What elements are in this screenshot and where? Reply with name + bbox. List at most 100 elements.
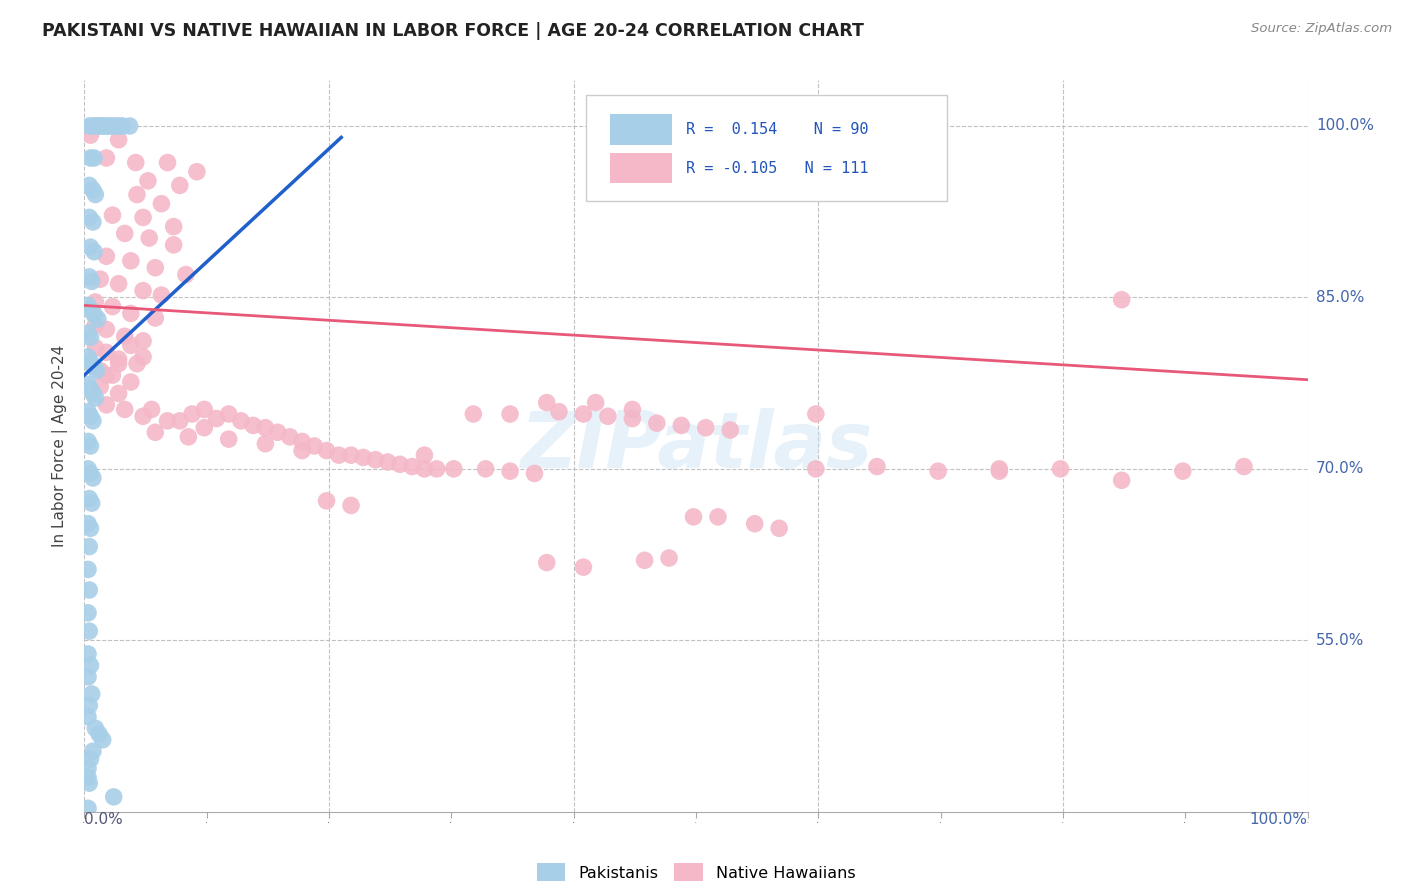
Point [658, 551, 681, 566]
Point [633, 553, 655, 567]
Point [77, 516, 100, 531]
Point [82, 359, 104, 373]
Point [804, 407, 827, 421]
Text: 70.0%: 70.0% [1316, 461, 1364, 476]
Point [86, 363, 108, 377]
Point [205, 411, 228, 425]
Point [143, 425, 166, 440]
Point [377, 455, 399, 469]
Point [89, 379, 111, 393]
Point [572, 560, 595, 574]
Point [120, 338, 142, 352]
Point [87, 312, 110, 326]
Point [82, 386, 104, 401]
Point [84, 721, 107, 735]
Point [132, 211, 155, 225]
Point [98, 119, 121, 133]
Point [101, 368, 124, 383]
Point [89, 119, 111, 133]
Point [80, 496, 103, 510]
Text: 100.0%: 100.0% [1316, 119, 1374, 134]
Point [77, 698, 100, 713]
Point [169, 178, 191, 193]
Point [77, 178, 100, 193]
Point [163, 219, 186, 234]
Point [1233, 459, 1256, 474]
Point [79, 240, 101, 254]
FancyBboxPatch shape [586, 95, 946, 201]
Point [79, 521, 101, 535]
Text: R =  0.154    N = 90: R = 0.154 N = 90 [686, 122, 869, 136]
Point [89, 272, 111, 286]
Point [79, 354, 101, 368]
Point [83, 151, 105, 165]
Point [107, 352, 129, 367]
Point [87, 727, 110, 741]
Point [79, 658, 101, 673]
Point [186, 165, 208, 179]
Point [645, 416, 668, 430]
Point [401, 459, 423, 474]
Point [291, 434, 314, 449]
Point [804, 462, 827, 476]
Text: PAKISTANI VS NATIVE HAWAIIAN IN LABOR FORCE | AGE 20-24 CORRELATION CHART: PAKISTANI VS NATIVE HAWAIIAN IN LABOR FO… [42, 22, 865, 40]
Point [621, 402, 644, 417]
Point [328, 448, 350, 462]
Point [132, 284, 155, 298]
Point [114, 402, 136, 417]
Text: ZIPatlas: ZIPatlas [520, 408, 872, 484]
FancyBboxPatch shape [610, 114, 672, 145]
Point [125, 357, 148, 371]
Point [82, 471, 104, 485]
Point [443, 462, 465, 476]
Point [77, 606, 100, 620]
Point [82, 215, 104, 229]
Point [523, 467, 546, 481]
Point [254, 436, 277, 450]
Point [988, 462, 1011, 476]
Point [193, 402, 215, 417]
Point [79, 752, 101, 766]
Point [181, 407, 204, 421]
Point [101, 208, 124, 222]
Point [132, 350, 155, 364]
Point [91, 732, 114, 747]
Point [352, 450, 374, 465]
Point [143, 311, 166, 326]
Point [77, 710, 100, 724]
Point [132, 334, 155, 348]
Point [84, 187, 107, 202]
Point [266, 425, 288, 440]
Point [80, 813, 103, 827]
Text: R = -0.105   N = 111: R = -0.105 N = 111 [686, 161, 869, 176]
Point [707, 509, 730, 524]
Point [413, 462, 436, 476]
Point [91, 119, 114, 133]
Point [242, 418, 264, 433]
Point [84, 119, 107, 133]
Point [107, 133, 129, 147]
Point [218, 407, 240, 421]
Point [77, 540, 100, 554]
Point [866, 459, 889, 474]
Point [254, 421, 277, 435]
Text: 0.0%: 0.0% [84, 812, 124, 827]
Point [77, 624, 100, 639]
Point [79, 330, 101, 344]
Point [1049, 462, 1071, 476]
Point [82, 183, 104, 197]
Point [77, 491, 100, 506]
Point [82, 744, 104, 758]
Point [695, 421, 717, 435]
Point [105, 119, 128, 133]
Point [87, 119, 110, 133]
Point [132, 409, 155, 424]
Point [77, 761, 100, 775]
Point [84, 295, 107, 310]
Point [671, 418, 693, 433]
Point [218, 432, 240, 446]
Point [107, 277, 129, 291]
Point [96, 322, 118, 336]
Point [136, 174, 159, 188]
Point [682, 509, 704, 524]
